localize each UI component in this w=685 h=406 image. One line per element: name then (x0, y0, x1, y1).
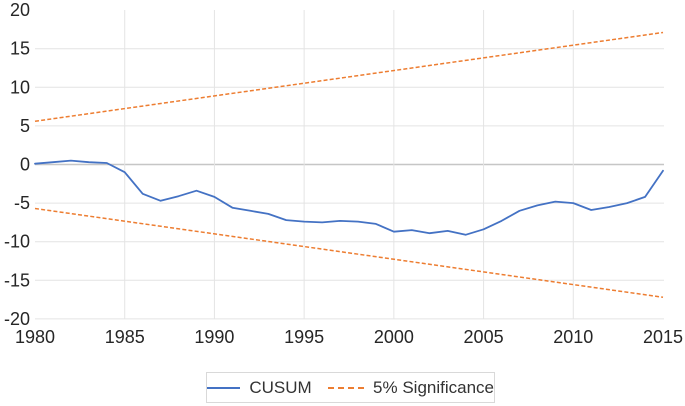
x-tick-label: 1985 (105, 327, 145, 347)
y-tick-label: -10 (4, 232, 30, 252)
x-tick-label: 1980 (15, 327, 55, 347)
legend-label-significance: 5% Significance (373, 378, 494, 397)
y-tick-label: -15 (4, 270, 30, 290)
x-tick-label: 2000 (374, 327, 414, 347)
x-tick-label: 1990 (194, 327, 234, 347)
y-tick-label: 10 (10, 77, 30, 97)
significance-lower-line (34, 207, 664, 299)
y-tick-label: 5 (20, 116, 30, 136)
cusum-line (34, 159, 664, 236)
significance-line-sample (327, 386, 365, 389)
x-tick-label: 2005 (464, 327, 504, 347)
x-tick-label: 2010 (553, 327, 593, 347)
legend-label-cusum: CUSUM (249, 378, 312, 397)
x-tick-label: 2015 (643, 327, 683, 347)
y-tick-label: -5 (14, 193, 30, 213)
y-tick-label: -20 (4, 309, 30, 329)
y-tick-label: 20 (10, 0, 30, 20)
y-tick-label: 0 (20, 155, 30, 175)
y-tick-label: 15 (10, 39, 30, 59)
cusum-line-sample (207, 386, 241, 389)
x-tick-label: 1995 (284, 327, 324, 347)
significance-upper-line (34, 31, 664, 123)
chart-legend: CUSUM 5% Significance (206, 372, 495, 403)
